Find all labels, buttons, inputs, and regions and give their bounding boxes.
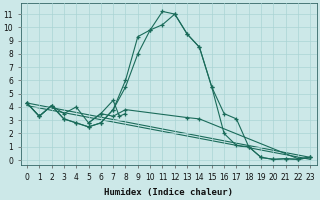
X-axis label: Humidex (Indice chaleur): Humidex (Indice chaleur) xyxy=(104,188,233,197)
